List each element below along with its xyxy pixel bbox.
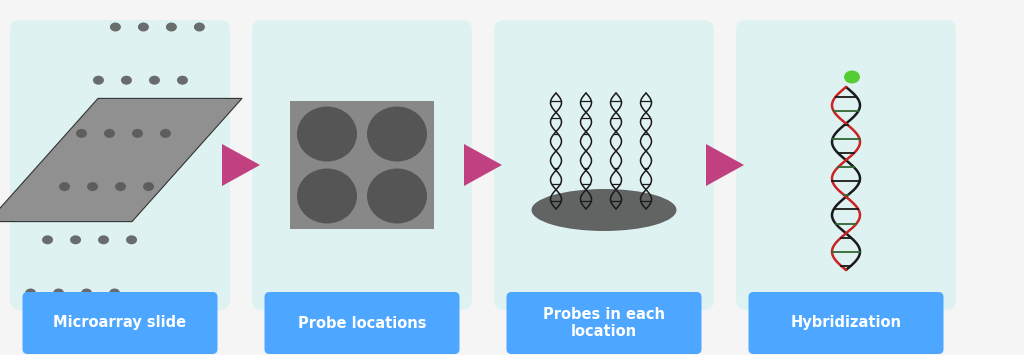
Ellipse shape xyxy=(93,76,104,85)
Text: Hybridization: Hybridization xyxy=(791,316,901,331)
Ellipse shape xyxy=(26,289,36,297)
Ellipse shape xyxy=(104,129,115,138)
Ellipse shape xyxy=(297,106,357,162)
Ellipse shape xyxy=(166,22,177,32)
Ellipse shape xyxy=(143,182,154,191)
Ellipse shape xyxy=(367,106,427,162)
Ellipse shape xyxy=(148,76,160,85)
FancyBboxPatch shape xyxy=(10,20,230,310)
FancyBboxPatch shape xyxy=(736,20,956,310)
Ellipse shape xyxy=(81,289,92,297)
Ellipse shape xyxy=(297,169,357,224)
Polygon shape xyxy=(222,144,260,186)
Ellipse shape xyxy=(53,289,65,297)
Ellipse shape xyxy=(98,235,109,244)
Ellipse shape xyxy=(138,22,148,32)
Ellipse shape xyxy=(160,129,171,138)
FancyBboxPatch shape xyxy=(494,20,714,310)
FancyBboxPatch shape xyxy=(264,292,460,354)
Ellipse shape xyxy=(110,289,120,297)
FancyBboxPatch shape xyxy=(23,292,217,354)
Ellipse shape xyxy=(121,76,132,85)
Ellipse shape xyxy=(59,182,70,191)
FancyBboxPatch shape xyxy=(252,20,472,310)
Ellipse shape xyxy=(531,189,677,231)
Ellipse shape xyxy=(126,235,137,244)
Ellipse shape xyxy=(177,76,188,85)
Ellipse shape xyxy=(194,22,205,32)
Ellipse shape xyxy=(115,182,126,191)
FancyBboxPatch shape xyxy=(507,292,701,354)
Polygon shape xyxy=(464,144,502,186)
Ellipse shape xyxy=(110,22,121,32)
Ellipse shape xyxy=(76,129,87,138)
Polygon shape xyxy=(0,98,242,222)
Bar xyxy=(290,101,434,229)
Polygon shape xyxy=(706,144,744,186)
Ellipse shape xyxy=(42,235,53,244)
Ellipse shape xyxy=(367,169,427,224)
Ellipse shape xyxy=(132,129,143,138)
Text: Probes in each
location: Probes in each location xyxy=(543,307,665,339)
Text: Probe locations: Probe locations xyxy=(298,316,426,331)
Text: Microarray slide: Microarray slide xyxy=(53,316,186,331)
Ellipse shape xyxy=(844,71,860,83)
Ellipse shape xyxy=(70,235,81,244)
Ellipse shape xyxy=(87,182,98,191)
FancyBboxPatch shape xyxy=(749,292,943,354)
